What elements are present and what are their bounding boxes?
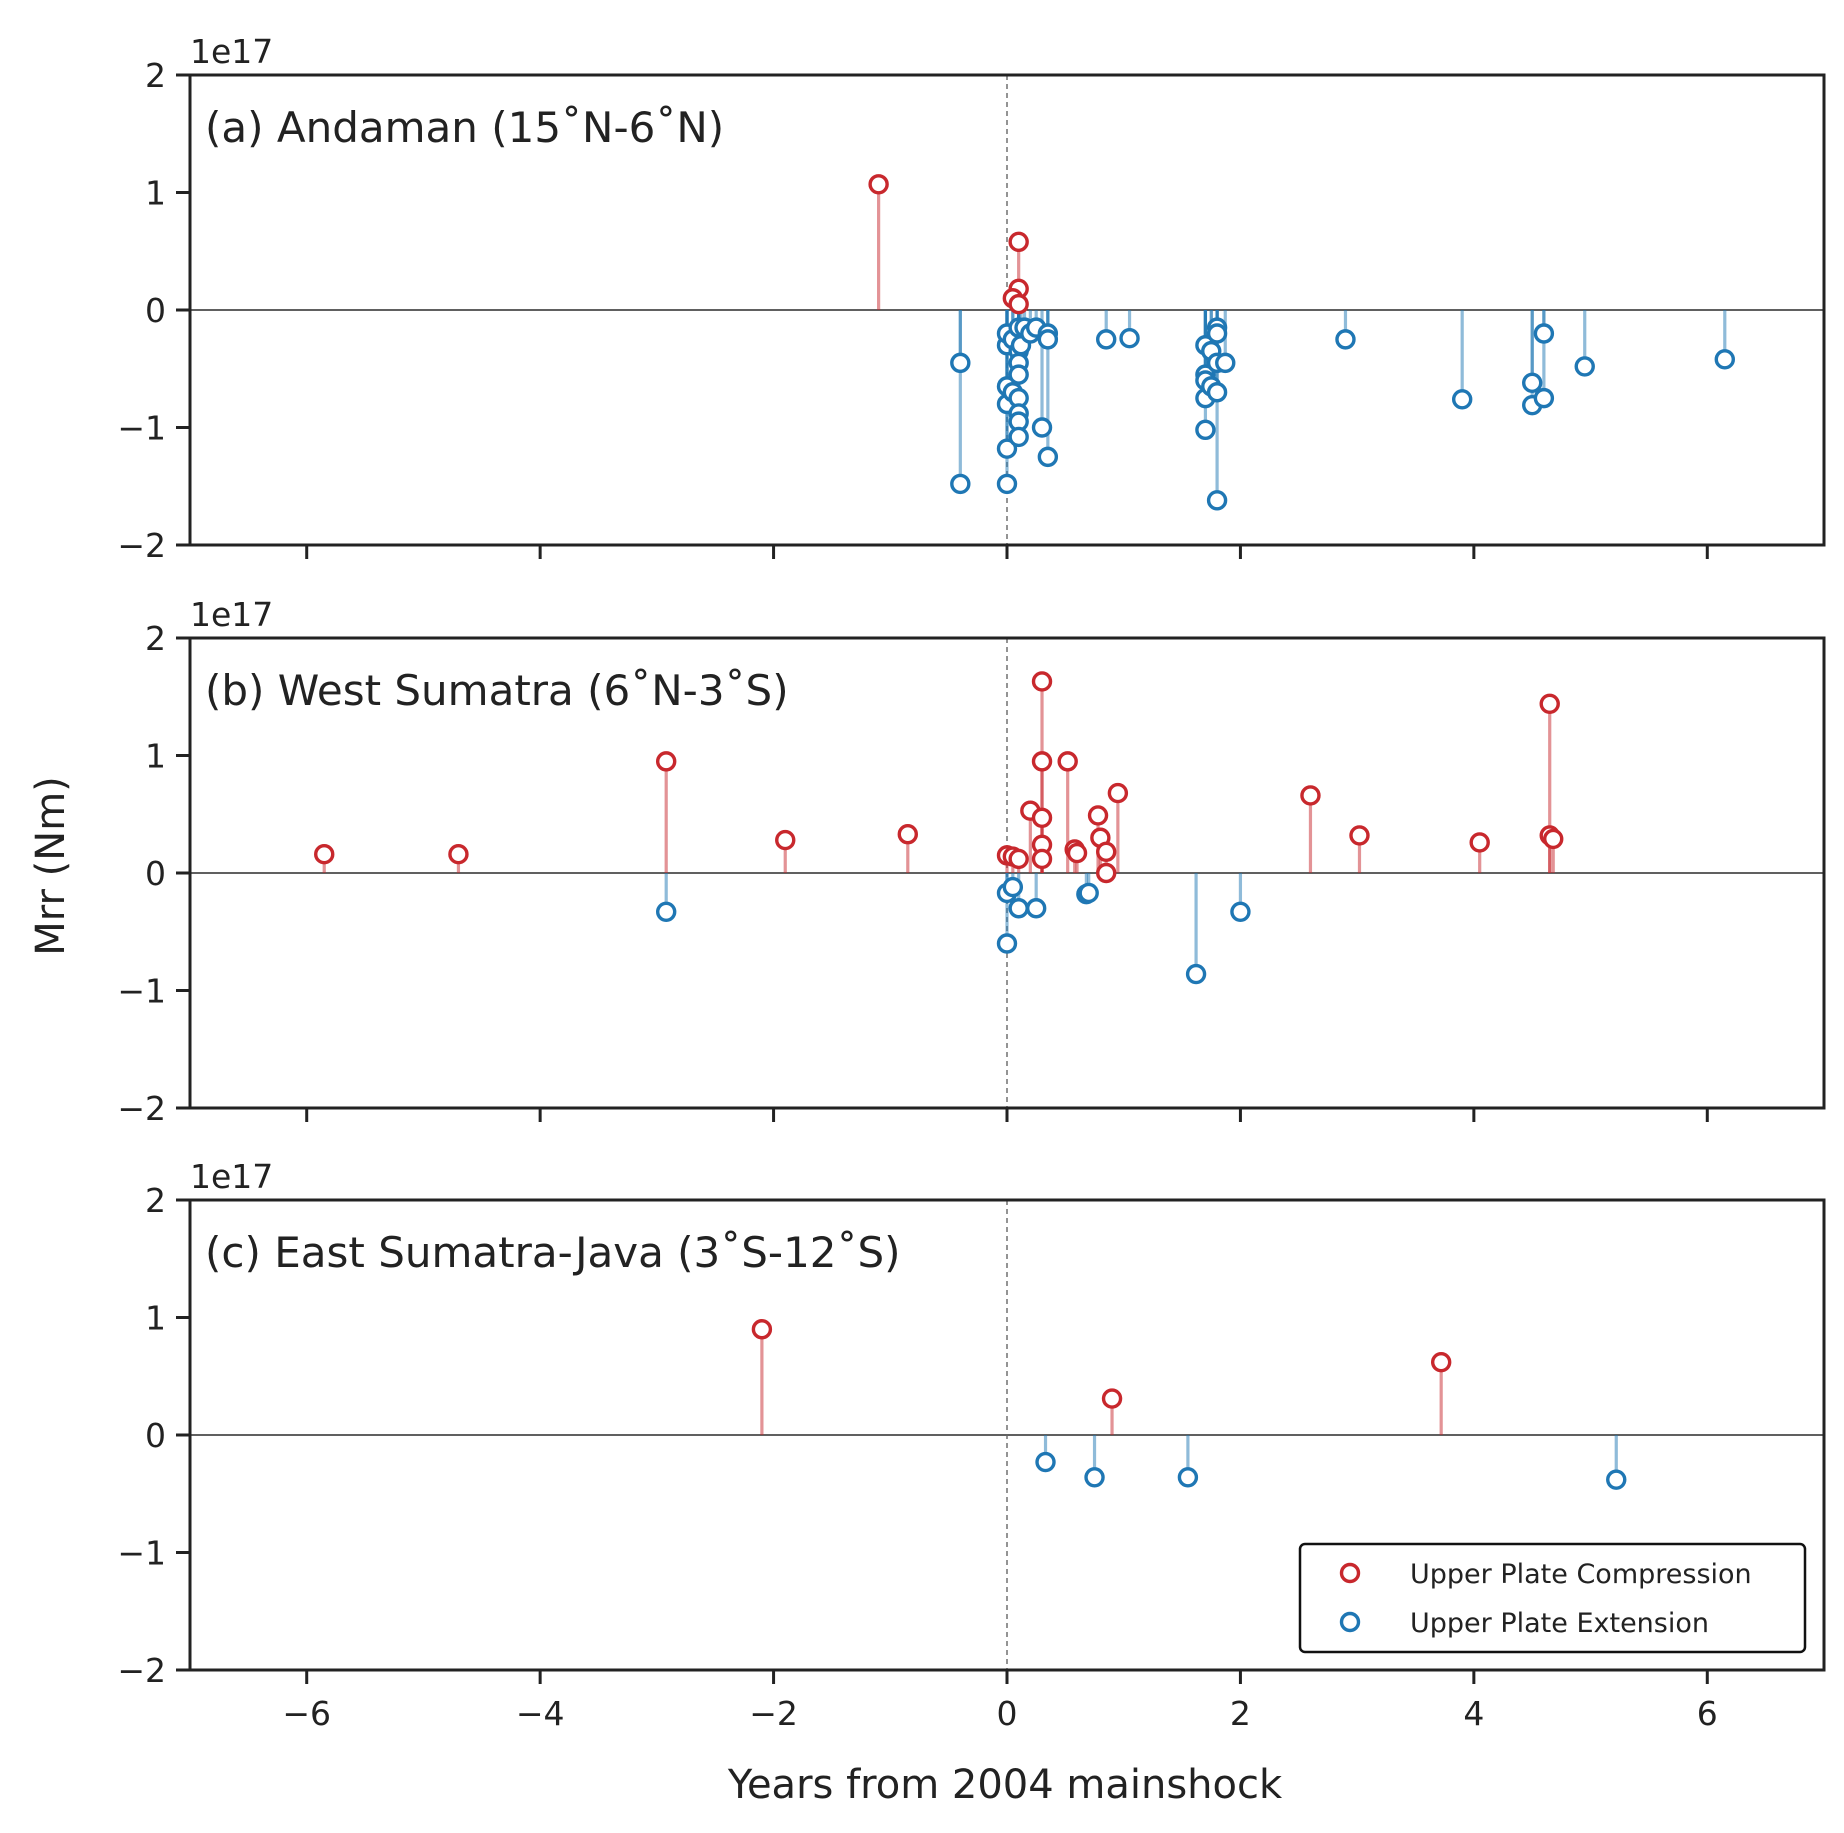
extension-point xyxy=(1535,325,1552,342)
extension-point xyxy=(1535,390,1552,407)
compression-point xyxy=(1034,673,1051,690)
x-tick-label: −4 xyxy=(516,1694,565,1733)
y-offset-label: 1e17 xyxy=(190,1157,273,1196)
compression-point xyxy=(1059,753,1076,770)
compression-point xyxy=(1034,753,1051,770)
extension-point xyxy=(1010,366,1027,383)
y-tick-label: 2 xyxy=(145,56,166,95)
extension-point xyxy=(1080,884,1097,901)
y-tick-label: −1 xyxy=(117,972,166,1011)
compression-point xyxy=(1098,865,1115,882)
compression-point xyxy=(1433,1354,1450,1371)
extension-point xyxy=(1004,879,1021,896)
compression-point xyxy=(1471,834,1488,851)
legend-label-extension: Upper Plate Extension xyxy=(1410,1608,1709,1639)
extension-point xyxy=(1232,903,1249,920)
panel-2: −2 −1 0 1 2 1e17 (b) West Sumatra (6˚N-3˚S) xyxy=(117,595,1824,1128)
extension-point xyxy=(1608,1471,1625,1488)
compression-point xyxy=(899,826,916,843)
extension-point xyxy=(658,903,675,920)
y-tick-label: −1 xyxy=(117,1534,166,1573)
panel-title: (b) West Sumatra (6˚N-3˚S) xyxy=(205,666,789,715)
extension-point xyxy=(1209,384,1226,401)
x-tick-label: −6 xyxy=(282,1694,331,1733)
x-tick-label: 2 xyxy=(1230,1694,1251,1733)
compression-point xyxy=(658,753,675,770)
compression-point xyxy=(1098,843,1115,860)
compression-point xyxy=(1541,695,1558,712)
y-tick-label: 1 xyxy=(145,737,166,776)
y-offset-label: 1e17 xyxy=(190,32,273,71)
y-tick-label: 0 xyxy=(145,854,166,893)
compression-point xyxy=(1010,233,1027,250)
y-tick-label: −2 xyxy=(117,1651,166,1690)
extension-point xyxy=(1179,1469,1196,1486)
compression-point xyxy=(1034,850,1051,867)
compression-point xyxy=(753,1321,770,1338)
legend-label-compression: Upper Plate Compression xyxy=(1410,1559,1752,1590)
extension-point xyxy=(1524,374,1541,391)
y-offset-label: 1e17 xyxy=(190,595,273,634)
compression-point xyxy=(1069,845,1086,862)
compression-point xyxy=(1109,785,1126,802)
legend: Upper Plate Compression Upper Plate Exte… xyxy=(1300,1544,1805,1652)
compression-point xyxy=(1034,809,1051,826)
y-tick-label: 1 xyxy=(145,1299,166,1338)
extension-point xyxy=(1086,1469,1103,1486)
extension-point xyxy=(1209,325,1226,342)
extension-point xyxy=(952,475,969,492)
compression-point xyxy=(450,846,467,863)
y-tick-label: 2 xyxy=(145,619,166,658)
extension-point xyxy=(1209,492,1226,509)
compression-point xyxy=(316,846,333,863)
legend-marker-compression xyxy=(1342,1565,1359,1582)
legend-marker-extension xyxy=(1342,1614,1359,1631)
x-axis-title: Years from 2004 mainshock xyxy=(727,1762,1283,1808)
extension-point xyxy=(952,354,969,371)
extension-point xyxy=(999,935,1016,952)
extension-point xyxy=(1034,419,1051,436)
y-tick-label: 0 xyxy=(145,1416,166,1455)
extension-point xyxy=(1121,330,1138,347)
x-tick-label: −2 xyxy=(749,1694,798,1733)
panel-1: −2 −1 0 1 2 1e17 (a) Andaman (15˚N-6˚N) xyxy=(117,32,1824,565)
x-tick-label: 0 xyxy=(997,1694,1018,1733)
extension-point xyxy=(1337,331,1354,348)
extension-point xyxy=(1454,391,1471,408)
extension-point xyxy=(1039,331,1056,348)
y-tick-label: 2 xyxy=(145,1181,166,1220)
compression-point xyxy=(1351,827,1368,844)
extension-point xyxy=(1010,428,1027,445)
panel-title: (a) Andaman (15˚N-6˚N) xyxy=(205,103,724,152)
compression-point xyxy=(1302,787,1319,804)
extension-point xyxy=(1188,966,1205,983)
extension-point xyxy=(1217,354,1234,371)
y-tick-label: −2 xyxy=(117,1089,166,1128)
compression-point xyxy=(1104,1390,1121,1407)
compression-point xyxy=(1010,850,1027,867)
extension-point xyxy=(1028,900,1045,917)
extension-point xyxy=(1576,358,1593,375)
y-tick-label: 1 xyxy=(145,174,166,213)
x-tick-label: 6 xyxy=(1697,1694,1718,1733)
extension-point xyxy=(1037,1454,1054,1471)
panel-title: (c) East Sumatra-Java (3˚S-12˚S) xyxy=(205,1228,901,1277)
extension-point xyxy=(1010,900,1027,917)
x-tick-label: 4 xyxy=(1463,1694,1484,1733)
y-tick-label: −1 xyxy=(117,409,166,448)
y-tick-label: −2 xyxy=(117,526,166,565)
extension-point xyxy=(1098,331,1115,348)
compression-point xyxy=(777,832,794,849)
compression-point xyxy=(1010,296,1027,313)
y-tick-label: 0 xyxy=(145,291,166,330)
extension-point xyxy=(1039,448,1056,465)
extension-point xyxy=(1716,351,1733,368)
extension-point xyxy=(1197,421,1214,438)
extension-point xyxy=(999,475,1016,492)
y-axis-title: Mrr (Nm) xyxy=(28,776,74,956)
compression-point xyxy=(870,176,887,193)
compression-point xyxy=(1545,830,1562,847)
compression-point xyxy=(1090,807,1107,824)
